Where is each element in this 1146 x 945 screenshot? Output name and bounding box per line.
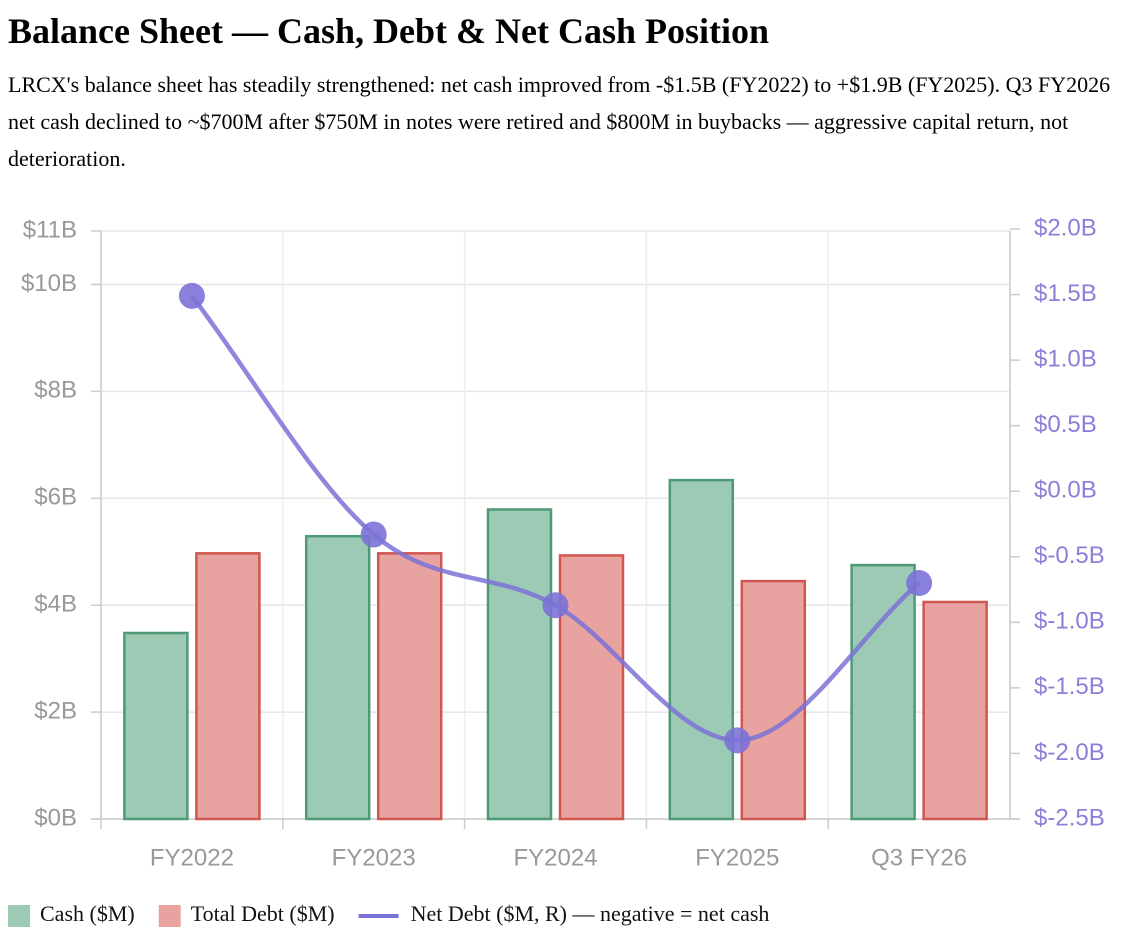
- line-point: [906, 570, 933, 596]
- legend-label: Cash ($M): [40, 901, 135, 926]
- x-tick-label: FY2022: [150, 844, 234, 871]
- bar: [123, 631, 189, 821]
- y-tick-label: $6B: [34, 484, 77, 511]
- bar: [376, 552, 443, 821]
- line: [190, 294, 921, 743]
- y2-tick-label: $-2.0B: [1034, 739, 1105, 766]
- line-point: [542, 592, 569, 619]
- y2-tick-label: $-1.0B: [1034, 608, 1105, 635]
- legend-label: Net Debt ($M, R) — negative = net cash: [411, 901, 770, 926]
- legend-swatch: [8, 905, 30, 927]
- y2-tick-label: $1.5B: [1034, 280, 1097, 307]
- y2-tick-label: $-0.5B: [1034, 542, 1105, 569]
- x-tick-label: Q3 FY26: [871, 844, 967, 871]
- bar: [850, 563, 916, 821]
- chart-title: Balance Sheet — Cash, Debt & Net Cash Po…: [8, 11, 769, 51]
- y-tick-label: $8B: [34, 377, 77, 404]
- y-tick-label: $0B: [34, 804, 77, 831]
- y2-tick-label: $1.0B: [1034, 345, 1097, 372]
- y-tick-label: $2B: [34, 697, 77, 724]
- legend-label: Total Debt ($M): [191, 901, 335, 926]
- y2-tick-label: $-1.5B: [1034, 673, 1105, 700]
- bar: [304, 534, 371, 821]
- line-point: [360, 521, 387, 548]
- y2-tick-label: $-2.5B: [1034, 804, 1105, 831]
- bar: [195, 552, 261, 821]
- bar: [486, 508, 553, 821]
- legend-swatch: [158, 905, 181, 927]
- y2-tick-label: $2.0B: [1034, 214, 1097, 241]
- bar: [668, 478, 735, 821]
- bar: [740, 579, 807, 821]
- y2-tick-label: $0.5B: [1034, 411, 1097, 438]
- y-tick-label: $11B: [23, 216, 77, 243]
- bar: [922, 600, 988, 821]
- bar: [558, 554, 625, 821]
- y-tick-label: $10B: [21, 270, 77, 297]
- y2-tick-label: $0.0B: [1034, 477, 1097, 504]
- line-point: [724, 727, 751, 754]
- y-tick-label: $4B: [34, 591, 77, 618]
- line-point: [178, 282, 205, 309]
- x-tick-label: FY2023: [332, 844, 416, 871]
- x-tick-label: FY2025: [695, 844, 779, 871]
- x-tick-label: FY2024: [513, 844, 597, 871]
- chart-subtitle: LRCX's balance sheet has steadily streng…: [8, 72, 1111, 171]
